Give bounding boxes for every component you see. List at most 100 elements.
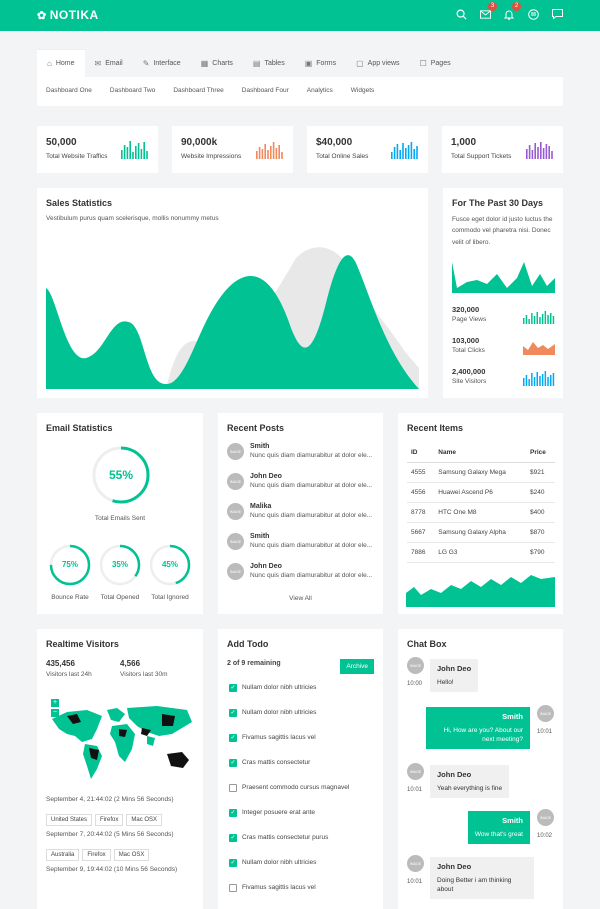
todo-checkbox[interactable]: ✓ bbox=[229, 858, 237, 867]
table-row[interactable]: 4555 Samsung Galaxy Mega $921 bbox=[407, 462, 555, 483]
chat-text: Hi, How are you? About our next meeting? bbox=[443, 726, 524, 743]
mail-icon[interactable]: 3 bbox=[478, 2, 497, 21]
post-item[interactable]: IMAGE Smith Nunc quis diam diamurabitur at… bbox=[227, 533, 377, 563]
todo-item[interactable]: ✓ Nullam dolor nibh ultricies bbox=[229, 675, 377, 700]
subtab-dashboard-two[interactable]: Dashboard Two bbox=[109, 87, 156, 94]
todo-item[interactable]: ✓ Cras mattis consectetur bbox=[229, 750, 377, 775]
todo-checkbox[interactable] bbox=[229, 783, 237, 792]
tab-icon: ☐ bbox=[419, 59, 427, 68]
tab-home[interactable]: ⌂ Home bbox=[37, 50, 85, 77]
subtab-dashboard-three[interactable]: Dashboard Three bbox=[173, 87, 224, 94]
todo-checkbox[interactable]: ✓ bbox=[229, 683, 237, 692]
todo-item[interactable]: ✓ Fivamus sagittis lacus vel bbox=[229, 725, 377, 750]
sparkline-bar bbox=[278, 145, 280, 159]
post-author: John Deo bbox=[250, 563, 282, 570]
chat-message: John Deo Doing Better i am thinking about bbox=[430, 857, 534, 899]
sparkline-bar bbox=[531, 373, 533, 386]
archive-button[interactable]: Archive bbox=[340, 659, 374, 674]
todo-item[interactable]: Praesent commodo cursus magnavel bbox=[229, 775, 377, 800]
visitor-tag: Australia bbox=[46, 849, 80, 861]
todo-checkbox[interactable]: ✓ bbox=[229, 833, 237, 842]
items-title: Recent Items bbox=[407, 423, 464, 433]
post-item[interactable]: IMAGE Malika Nunc quis diam diamurabitur a… bbox=[227, 503, 377, 533]
past30-value: 2,400,000 bbox=[452, 367, 486, 376]
table-row[interactable]: 8778 HTC One M8 $400 bbox=[407, 502, 555, 523]
subtab-dashboard-four[interactable]: Dashboard Four bbox=[241, 87, 289, 94]
sparkline-bar bbox=[528, 145, 531, 159]
visitor-tag: United States bbox=[46, 814, 93, 826]
todo-checkbox[interactable]: ✓ bbox=[229, 708, 237, 717]
sales-subtitle: Vestibulum purus quam scelerisque, molli… bbox=[46, 215, 219, 222]
todo-item[interactable]: ✓ Cras mattis consectetur purus bbox=[229, 825, 377, 850]
visitor-tag: Mac OSX bbox=[113, 849, 150, 861]
subtab-widgets[interactable]: Widgets bbox=[350, 87, 375, 94]
column-header[interactable]: ID bbox=[407, 443, 435, 463]
stat-value: 90,000k bbox=[181, 137, 218, 148]
table-cell: Samsung Galaxy Mega bbox=[434, 462, 526, 483]
tab-email[interactable]: ✉ Email bbox=[85, 50, 133, 77]
tab-pages[interactable]: ☐ Pages bbox=[410, 50, 461, 77]
table-row[interactable]: 7886 LG G3 $790 bbox=[407, 542, 555, 563]
sparkline-bar bbox=[536, 312, 538, 324]
stat-label: Total Online Sales bbox=[316, 153, 369, 160]
tab-forms[interactable]: ▣ Forms bbox=[295, 50, 346, 77]
tab-charts[interactable]: ▦ Charts bbox=[191, 50, 243, 77]
column-header[interactable]: Name bbox=[434, 443, 526, 463]
stat-sparkline bbox=[121, 141, 148, 159]
todo-checkbox[interactable]: ✓ bbox=[229, 808, 237, 817]
past30-title: For The Past 30 Days bbox=[452, 198, 544, 208]
sparkline-bar bbox=[525, 315, 528, 324]
visitors-30m-label: Visitors last 30m bbox=[120, 671, 168, 678]
menu-icon[interactable] bbox=[526, 7, 540, 21]
chat-avatar: IMAGE bbox=[407, 763, 424, 780]
add-todo-card: Add Todo 2 of 9 remaining Archive ✓ Nulla… bbox=[218, 629, 383, 909]
sparkline-bar bbox=[544, 371, 547, 386]
tab-app-views[interactable]: ▢ App views bbox=[346, 50, 409, 77]
chat-avatar: IMAGE bbox=[537, 705, 554, 722]
todo-item[interactable]: Fivamus sagittis lacus vel bbox=[229, 875, 377, 900]
visitor-time: September 9, 19:44:02 (10 Mins 56 Second… bbox=[46, 866, 178, 873]
sparkline-bar bbox=[528, 319, 530, 324]
donut-chart bbox=[99, 544, 141, 586]
bell-icon[interactable]: 2 bbox=[502, 2, 521, 21]
post-item[interactable]: IMAGE John Deo Nunc quis diam diamurabitur… bbox=[227, 473, 377, 503]
recent-items-table: ID Name Price 4555 Samsung Galaxy Mega $921 4… bbox=[407, 443, 555, 563]
table-row[interactable]: 4556 Huawei Ascend P6 $240 bbox=[407, 482, 555, 503]
logo-text: NOTIKA bbox=[49, 8, 99, 22]
sales-statistics-card: Sales Statistics Vestibulum purus quam s… bbox=[37, 188, 428, 398]
zoom-out-button[interactable]: − bbox=[51, 709, 59, 717]
subtab-dashboard-one[interactable]: Dashboard One bbox=[46, 87, 92, 94]
tab-tables[interactable]: ▤ Tables bbox=[243, 50, 295, 77]
logo[interactable]: ✿ NOTIKA bbox=[37, 8, 99, 22]
post-item[interactable]: IMAGE Smith Nunc quis diam diamurabitur at… bbox=[227, 443, 377, 473]
tab-label: Home bbox=[55, 60, 75, 67]
stat-sparkline bbox=[256, 142, 283, 159]
chat-sender: Smith bbox=[502, 712, 523, 721]
tab-interface[interactable]: ✎ Interface bbox=[133, 50, 191, 77]
donut-arc bbox=[49, 544, 91, 586]
sparkline-bar bbox=[539, 376, 541, 386]
table-cell: $790 bbox=[525, 542, 555, 563]
column-header[interactable]: Price bbox=[525, 443, 555, 463]
todo-item[interactable]: ✓ Nullam dolor nibh ultricies bbox=[229, 850, 377, 875]
past30-label: Site Visitors bbox=[452, 378, 487, 385]
sparkline-bar bbox=[547, 315, 549, 324]
todo-checkbox[interactable]: ✓ bbox=[229, 758, 237, 767]
todo-checkbox[interactable] bbox=[229, 883, 237, 892]
todo-item[interactable]: ✓ Nullam dolor nibh ultricies bbox=[229, 700, 377, 725]
chat-icon[interactable] bbox=[550, 7, 564, 21]
search-icon[interactable] bbox=[454, 7, 468, 21]
world-map[interactable] bbox=[47, 704, 195, 784]
todo-item[interactable]: ✓ Integer posuere erat ante bbox=[229, 800, 377, 825]
view-all-link[interactable]: View All bbox=[289, 595, 312, 602]
table-cell: HTC One M8 bbox=[434, 502, 526, 523]
chat-avatar: IMAGE bbox=[407, 855, 424, 872]
todo-text: Fivamus sagittis lacus vel bbox=[242, 734, 316, 741]
recent-items-card: Recent Items ID Name Price 4555 Samsung Gal… bbox=[398, 413, 563, 614]
post-item[interactable]: IMAGE John Deo Nunc quis diam diamurabitur… bbox=[227, 563, 377, 593]
subtab-analytics[interactable]: Analytics bbox=[306, 87, 333, 94]
todo-checkbox[interactable]: ✓ bbox=[229, 733, 237, 742]
zoom-in-button[interactable]: + bbox=[51, 699, 59, 707]
sparkline-bar bbox=[542, 148, 545, 159]
table-row[interactable]: 5667 Samsung Galaxy Alpha $870 bbox=[407, 522, 555, 543]
